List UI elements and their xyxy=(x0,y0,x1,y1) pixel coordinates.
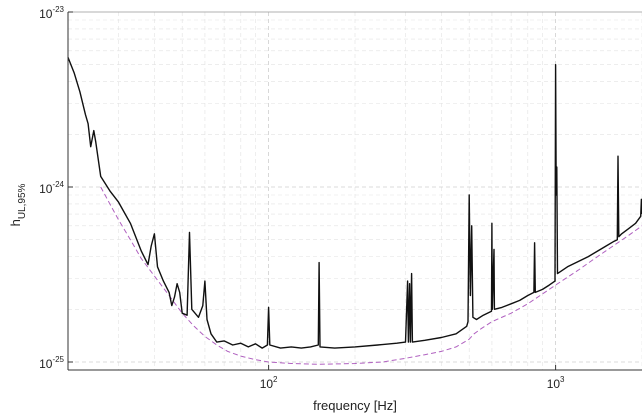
x-tick-label: 102 xyxy=(260,375,278,391)
y-tick-label: 10-25 xyxy=(39,355,64,371)
x-axis-label: frequency [Hz] xyxy=(313,398,397,413)
y-axis-label: hUL,95% xyxy=(8,183,28,226)
x-tick-label: 103 xyxy=(547,375,565,391)
y-tick-label: 10-23 xyxy=(39,5,64,21)
y-axis-label-main: h xyxy=(8,219,23,226)
series-layer xyxy=(67,57,642,365)
tick-layer: 102 103 10-25 10-24 10-23 xyxy=(39,5,565,391)
y-axis-label-subscript: UL,95% xyxy=(17,183,28,219)
plot-area xyxy=(67,11,642,371)
grid xyxy=(67,12,642,371)
series-line xyxy=(67,57,642,349)
y-tick-label: 10-24 xyxy=(39,180,64,196)
